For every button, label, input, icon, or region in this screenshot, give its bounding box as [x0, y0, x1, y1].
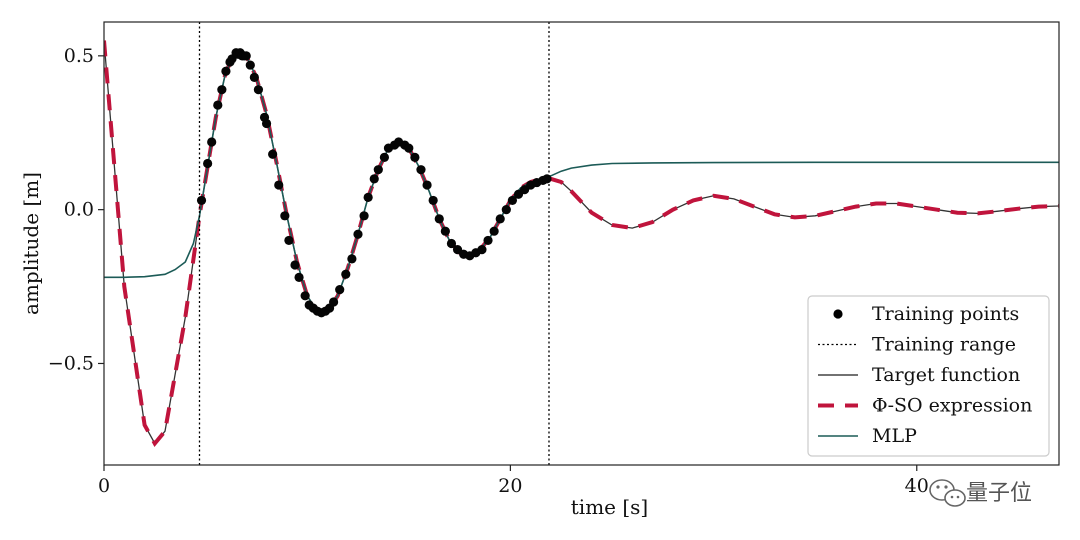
training-point	[196, 195, 207, 206]
training-point	[300, 291, 310, 301]
training-point	[261, 118, 272, 129]
legend-label: Training range	[872, 334, 1016, 356]
training-point	[446, 238, 457, 249]
training-point	[369, 174, 379, 184]
training-point	[542, 174, 552, 184]
training-point	[483, 235, 493, 246]
y-tick-label: 0.5	[64, 45, 94, 67]
training-point	[363, 192, 373, 202]
x-tick-label: 40	[905, 475, 929, 497]
legend-label: Training points	[872, 303, 1019, 325]
training-point	[245, 60, 255, 70]
ticks-layer: 0 20 40 0.5 0.0 −0.5	[48, 45, 929, 497]
training-point	[213, 100, 223, 110]
training-point	[203, 158, 213, 169]
training-point	[477, 245, 487, 255]
training-point	[207, 137, 217, 147]
legend-label: Target function	[872, 364, 1020, 386]
plot-frame	[103, 21, 1060, 466]
training-point	[341, 269, 351, 279]
training-point	[335, 285, 345, 295]
legend-label: Φ-SO expression	[872, 395, 1032, 417]
x-axis-label: time [s]	[571, 495, 648, 519]
training-range-layer	[198, 22, 550, 465]
legend-label: MLP	[872, 425, 917, 447]
training-point	[410, 152, 420, 162]
x-tick-label: 0	[98, 475, 110, 497]
y-tick-label: 0.0	[64, 199, 94, 221]
training-point	[422, 180, 432, 190]
y-axis-label: amplitude [m]	[19, 172, 43, 315]
training-point	[290, 260, 300, 270]
training-point	[416, 165, 426, 175]
training-point	[501, 205, 511, 215]
watermark-label: 量子位	[966, 481, 1032, 506]
training-point	[347, 254, 357, 264]
training-point	[221, 66, 231, 76]
training-point	[434, 214, 444, 224]
training-point	[241, 51, 251, 61]
training-point	[373, 165, 383, 175]
training-point	[217, 85, 227, 95]
training-point	[284, 235, 294, 246]
x-tick-label: 20	[498, 475, 522, 497]
training-point	[379, 152, 390, 162]
wechat-icon	[929, 479, 966, 507]
watermark: 量子位	[929, 479, 1032, 507]
legend-swatch-training-points	[833, 309, 843, 319]
training-point	[495, 214, 505, 224]
y-tick-label: −0.5	[48, 352, 94, 374]
training-point	[268, 149, 278, 159]
training-point	[359, 211, 369, 221]
mlp-line	[104, 51, 1059, 312]
training-point	[274, 180, 284, 190]
training-point	[253, 85, 264, 95]
training-point	[507, 195, 518, 206]
training-point	[249, 72, 259, 82]
training-point	[353, 229, 363, 239]
training-point	[280, 211, 290, 221]
training-points-layer	[196, 48, 552, 318]
training-point	[428, 195, 438, 206]
training-point	[489, 226, 499, 236]
training-point	[294, 272, 304, 282]
legend: Training points Training range Target func…	[807, 295, 1050, 457]
training-point	[404, 143, 414, 153]
legend-box	[807, 295, 1050, 457]
training-point	[440, 226, 450, 236]
training-point	[329, 297, 339, 307]
